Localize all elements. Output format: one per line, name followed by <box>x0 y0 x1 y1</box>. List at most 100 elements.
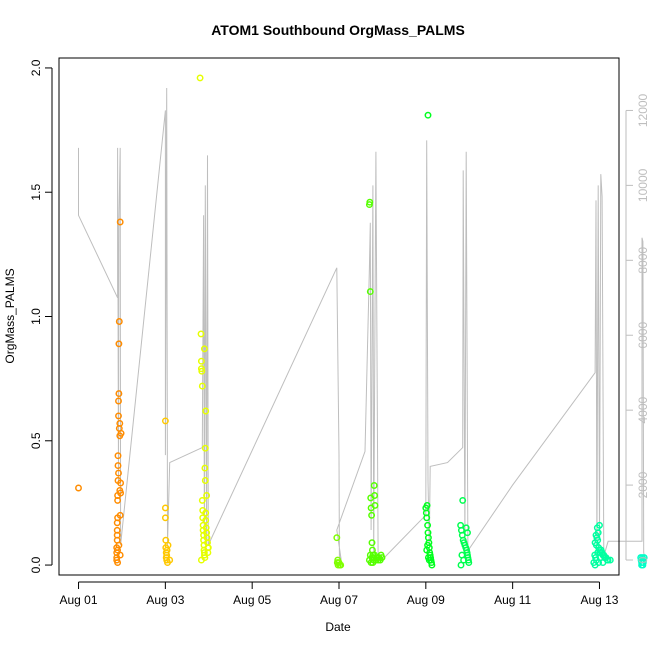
data-point <box>378 554 386 562</box>
data-point <box>161 504 169 512</box>
y2-tick-label: 0 <box>636 556 650 563</box>
data-point <box>459 496 467 504</box>
series-2 <box>196 74 212 564</box>
data-point <box>116 487 124 494</box>
y-tick-label: 2.0 <box>29 59 43 76</box>
data-point <box>366 198 374 206</box>
data-point <box>161 417 169 425</box>
series-5 <box>422 111 436 569</box>
data-point <box>116 218 124 226</box>
data-point <box>202 407 210 415</box>
data-point <box>114 452 122 460</box>
data-point <box>115 541 123 549</box>
data-point <box>164 541 172 549</box>
series-1 <box>161 417 174 567</box>
data-point <box>337 561 345 569</box>
data-point <box>424 521 432 529</box>
y2-tick-label: 8000 <box>636 247 650 274</box>
x-tick-label: Aug 09 <box>407 593 445 607</box>
data-point <box>594 549 602 557</box>
data-point <box>640 554 648 562</box>
x-tick-label: Aug 05 <box>233 593 271 607</box>
data-point <box>115 390 123 398</box>
plot-frame <box>58 57 620 576</box>
data-point <box>371 492 379 499</box>
x-tick-label: Aug 03 <box>146 593 184 607</box>
y2-tick-label: 6000 <box>636 322 650 349</box>
data-point <box>425 556 433 564</box>
data-point <box>457 561 465 569</box>
x-tick-label: Aug 11 <box>494 593 531 607</box>
data-point <box>464 529 471 537</box>
x-tick-label: Aug 07 <box>320 593 358 607</box>
data-point <box>161 514 169 522</box>
y-tick-label: 0.0 <box>29 556 43 573</box>
y2-tick-label: 12000 <box>636 93 650 127</box>
x-axis: Aug 01 Aug 03 Aug 05 Aug 07 Aug 09 Aug 11 Aug … <box>60 581 619 607</box>
data-point <box>117 429 125 437</box>
data-point <box>203 492 211 499</box>
data-point <box>197 357 205 365</box>
data-point <box>460 556 468 564</box>
data-point <box>606 556 614 564</box>
altitude-layer <box>78 87 646 561</box>
x-axis-label: Date <box>325 620 351 634</box>
data-point <box>202 516 210 524</box>
series-0 <box>75 218 125 567</box>
data-point <box>202 509 210 517</box>
data-point <box>166 556 174 564</box>
chart-title: ATOM1 Southbound OrgMass_PALMS <box>211 22 465 38</box>
data-point <box>639 561 647 569</box>
altitude-line <box>78 87 646 561</box>
data-point <box>198 367 206 375</box>
y2-tick-label: 2000 <box>636 471 650 498</box>
data-point <box>370 482 378 489</box>
y-axis-label: OrgMass_PALMS <box>3 268 17 363</box>
data-point <box>424 541 432 549</box>
data-point <box>113 526 121 534</box>
data-point <box>604 556 612 564</box>
data-point <box>423 501 431 509</box>
y2-tick-label: 4000 <box>636 396 650 423</box>
data-point <box>198 496 206 504</box>
y-tick-label: 0.5 <box>29 432 43 449</box>
data-point <box>423 514 431 522</box>
data-point <box>116 419 124 427</box>
series-6 <box>457 496 473 569</box>
data-point <box>368 539 376 547</box>
series-8 <box>637 554 648 569</box>
data-point <box>75 484 82 492</box>
series-7 <box>590 521 614 569</box>
data-point <box>197 556 205 564</box>
data-point <box>114 559 122 567</box>
data-point <box>428 561 436 569</box>
data-point <box>115 397 122 405</box>
data-point <box>333 534 341 542</box>
data-point <box>465 559 473 567</box>
data-point <box>200 345 208 353</box>
data-point <box>115 412 122 420</box>
x-tick-label: Aug 13 <box>580 593 618 607</box>
data-point <box>201 464 209 472</box>
data-point <box>116 511 124 519</box>
data-point <box>596 554 604 562</box>
data-point <box>117 479 125 487</box>
data-point <box>115 318 123 325</box>
data-point <box>366 288 374 296</box>
data-point <box>115 469 122 477</box>
data-point <box>204 544 212 552</box>
data-point <box>201 444 209 452</box>
data-point <box>371 501 379 509</box>
data-point <box>196 74 204 82</box>
y-axis: 0.0 0.5 1.0 1.5 2.0 <box>29 59 53 573</box>
y2-axis: 0 2000 4000 6000 8000 10000 12000 <box>625 93 650 563</box>
x-tick-label: Aug 01 <box>60 593 98 607</box>
y-tick-label: 1.0 <box>29 308 43 325</box>
data-point <box>201 477 209 484</box>
data-point <box>368 511 376 519</box>
y2-tick-label: 10000 <box>636 168 650 202</box>
data-point <box>115 340 123 348</box>
data-point <box>424 111 432 119</box>
data-point <box>114 462 122 470</box>
